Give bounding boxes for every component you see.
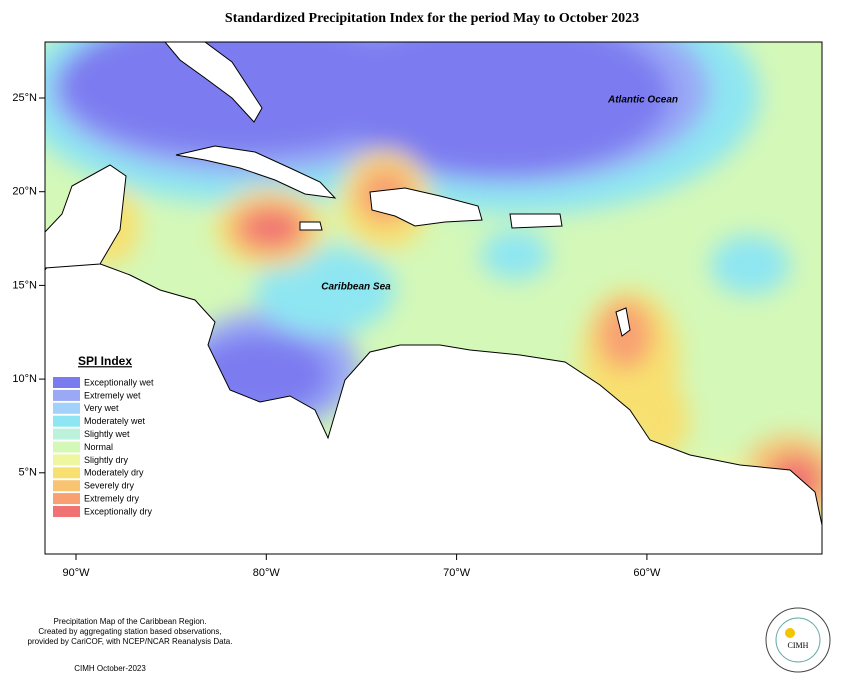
title: Standardized Precipitation Index for the… — [225, 11, 639, 26]
sea-label: Caribbean Sea — [321, 282, 391, 293]
footer-line: Created by aggregating station based obs… — [38, 627, 221, 636]
legend-label: Exceptionally wet — [84, 377, 154, 387]
logo-label: CIMH — [788, 641, 809, 650]
legend-swatch — [53, 454, 80, 466]
footer: CIMH October-2023 Precipitation Map of t… — [28, 617, 233, 673]
footer-line: provided by CariCOF, with NCEP/NCAR Rean… — [28, 637, 233, 646]
legend-label: Moderately dry — [84, 468, 144, 478]
lat-label: 25°N — [12, 92, 37, 104]
legend-label: Severely dry — [84, 481, 135, 491]
lat-label: 15°N — [12, 279, 37, 291]
footer-line: Precipitation Map of the Caribbean Regio… — [54, 617, 207, 626]
legend-label: Normal — [84, 442, 113, 452]
legend-label: Very wet — [84, 403, 119, 413]
legend-label: Moderately wet — [84, 416, 146, 426]
legend: SPI Index Exceptionally wet Extremely wet… — [53, 354, 154, 517]
logo: CIMH — [765, 607, 831, 673]
lat-label: 10°N — [12, 373, 37, 385]
legend-swatch — [53, 506, 80, 517]
lat-label: 20°N — [12, 186, 37, 198]
lat-label: 5°N — [19, 467, 38, 479]
legend-label: Slightly wet — [84, 429, 130, 439]
credit: CIMH October-2023 — [74, 664, 146, 673]
legend-swatch — [53, 480, 80, 492]
legend-swatch — [53, 467, 80, 479]
lon-label: 80°W — [253, 567, 281, 579]
legend-label: Extremely wet — [84, 390, 141, 400]
ocean-label: Atlantic Ocean — [607, 95, 678, 106]
legend-swatch — [53, 493, 80, 505]
lon-label: 70°W — [443, 567, 471, 579]
legend-swatch — [53, 415, 80, 427]
legend-label: Extremely dry — [84, 493, 140, 503]
lon-label: 90°W — [62, 567, 90, 579]
legend-swatch — [53, 389, 80, 401]
legend-label: Slightly dry — [84, 455, 129, 465]
legend-swatch — [53, 441, 80, 453]
legend-swatch — [53, 402, 80, 414]
legend-swatch — [53, 428, 80, 440]
spi-field — [45, 42, 822, 554]
map-frame — [44, 41, 823, 555]
legend-title: SPI Index — [78, 354, 132, 368]
legend-swatch — [53, 377, 80, 388]
lon-label: 60°W — [633, 567, 661, 579]
legend-label: Exceptionally dry — [84, 506, 153, 516]
